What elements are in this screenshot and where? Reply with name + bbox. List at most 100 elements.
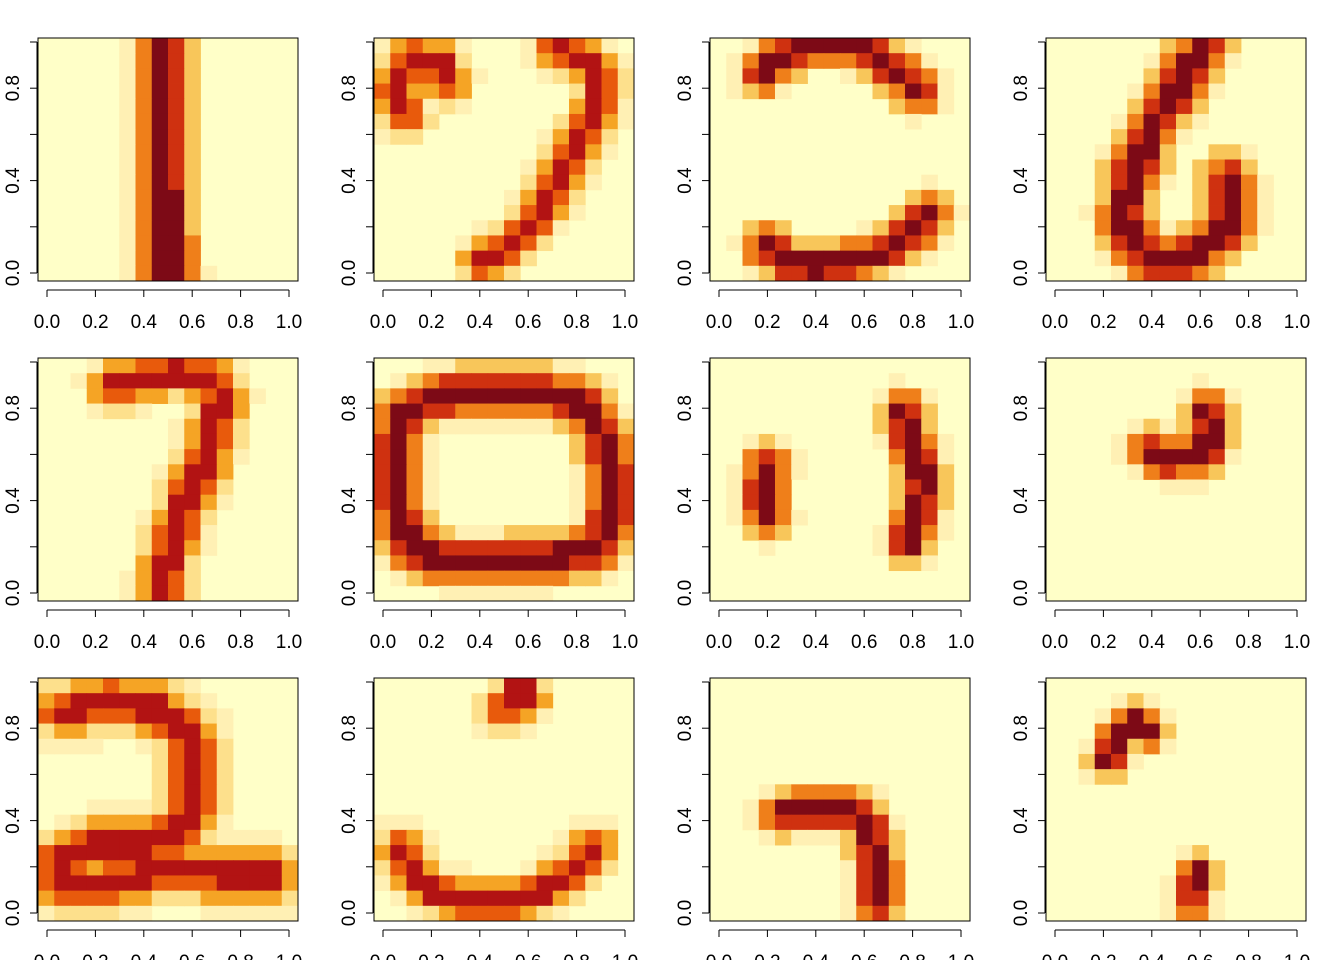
y-tick-label: 0.8: [3, 395, 24, 421]
heatmap-cell: [184, 525, 201, 541]
heatmap-cell: [119, 174, 136, 191]
heatmap-cell: [168, 159, 185, 176]
heatmap-cell: [200, 784, 218, 800]
heatmap-cell: [791, 449, 808, 465]
heatmap-cell: [151, 358, 169, 374]
heatmap-cell: [135, 174, 153, 191]
heatmap-cell: [775, 829, 792, 846]
heatmap-cell: [617, 479, 635, 496]
heatmap-cell: [1159, 738, 1177, 755]
heatmap-cell: [184, 159, 201, 176]
heatmap-cell: [888, 250, 906, 267]
x-tick-label: 0.6: [179, 312, 205, 333]
heatmap-cell: [856, 875, 873, 892]
heatmap-cell: [1224, 235, 1242, 252]
heatmap-cell: [1159, 723, 1177, 740]
heatmap-cell: [1224, 159, 1242, 176]
heatmap-cell: [937, 98, 955, 115]
x-tick-label: 0.0: [34, 952, 60, 960]
x-tick-label: 0.4: [803, 632, 830, 653]
heatmap-cell: [905, 540, 922, 556]
heatmap-cell: [1176, 875, 1193, 892]
heatmap-cell: [742, 83, 760, 100]
x-tick-label: 0.6: [1187, 312, 1213, 333]
heatmap-cell: [856, 845, 873, 861]
heatmap-cell: [86, 845, 104, 861]
heatmap-cell: [1159, 159, 1177, 176]
heatmap-cell: [54, 829, 71, 846]
heatmap-cell: [905, 464, 922, 480]
heatmap-cell: [54, 678, 71, 694]
heatmap-cell: [151, 708, 169, 724]
x-tick-label: 0.0: [1042, 312, 1068, 333]
heatmap-cell: [406, 83, 424, 100]
heatmap-cell: [840, 265, 857, 282]
heatmap-cell: [791, 799, 808, 816]
heatmap-cell: [1176, 418, 1193, 435]
heatmap-cell: [374, 509, 391, 526]
heatmap-cell: [888, 845, 906, 861]
heatmap-cell: [265, 905, 283, 922]
heatmap-cell: [585, 845, 602, 861]
x-tick-label: 0.2: [82, 952, 108, 960]
heatmap-cell: [422, 875, 440, 892]
heatmap-cell: [439, 890, 456, 907]
heatmap-cell: [119, 678, 136, 694]
heatmap-cell: [840, 250, 857, 267]
heatmap-cell: [840, 890, 857, 907]
heatmap-cell: [1192, 98, 1209, 115]
x-tick-label: 0.0: [706, 952, 732, 960]
heatmap-cell: [151, 723, 169, 740]
heatmap-cell: [200, 388, 218, 404]
heatmap-cell: [374, 860, 391, 876]
heatmap-cell: [184, 875, 201, 892]
heatmap-cell: [1208, 418, 1226, 435]
heatmap-cell: [455, 83, 472, 100]
heatmap-cell: [184, 678, 201, 694]
heatmap-cell: [758, 433, 776, 450]
heatmap-cell: [103, 678, 120, 694]
heatmap-cell: [374, 494, 391, 511]
heatmap-cell: [758, 220, 776, 236]
heatmap-cell: [390, 68, 407, 84]
heatmap-cell: [888, 540, 906, 556]
heatmap-cell: [151, 540, 169, 556]
heatmap-cell: [184, 814, 201, 831]
heatmap-cell: [471, 723, 489, 740]
heatmap-cell: [200, 799, 218, 816]
heatmap-cell: [70, 693, 88, 709]
heatmap-cell: [168, 129, 185, 145]
heatmap-cell: [168, 358, 185, 374]
heatmap-cell: [471, 525, 489, 541]
heatmap-cell: [54, 890, 71, 907]
y-tick-label: 0.0: [3, 260, 24, 286]
heatmap-cell: [1127, 113, 1144, 130]
heatmap-cell: [1224, 189, 1242, 206]
heatmap-cell: [422, 464, 440, 480]
heatmap-cell: [216, 890, 234, 907]
heatmap-cell: [1208, 159, 1226, 176]
heatmap-cell: [439, 555, 456, 572]
heatmap-cell: [135, 129, 153, 145]
y-tick-label: 0.0: [1011, 260, 1032, 286]
heatmap-cell: [86, 905, 104, 922]
heatmap-cell: [233, 860, 250, 876]
heatmap-cell: [905, 53, 922, 69]
heatmap-cell: [726, 464, 743, 480]
heatmap-cell: [216, 905, 234, 922]
heatmap-cell: [374, 98, 391, 115]
heatmap-cell: [168, 449, 185, 465]
heatmap-cell: [791, 265, 808, 282]
heatmap-cell: [390, 113, 407, 130]
heatmap-cell: [807, 799, 825, 816]
heatmap-cell: [552, 905, 570, 922]
heatmap-cell: [374, 53, 391, 69]
heatmap-cell: [390, 83, 407, 100]
heatmap-cell: [1224, 418, 1242, 435]
heatmap-cell: [872, 860, 890, 876]
heatmap-cell: [151, 829, 169, 846]
heatmap-cell: [905, 555, 922, 572]
heatmap-cell: [937, 433, 955, 450]
heatmap-cell: [439, 585, 456, 602]
heatmap-cell: [70, 373, 88, 389]
